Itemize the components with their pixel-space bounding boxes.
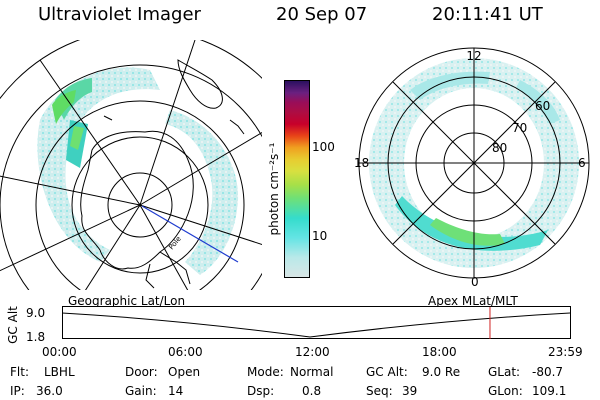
dsp-label: Dsp: [247,384,275,398]
timeline-ylabel: GC Alt [5,306,20,344]
glat-value: -80.7 [532,365,564,379]
timeline-frame [62,306,571,339]
left-map-label: Geographic Lat/Lon [68,294,186,308]
colorbar [284,80,310,278]
timeline-xtick-1: 06:00 [168,345,203,359]
glon-label: GLon: [488,384,523,398]
timeline-ytick-bottom: 1.8 [26,330,46,344]
instrument-title: Ultraviolet Imager [38,4,201,25]
ip-label: IP: [10,384,25,398]
seq-value: 39 [402,384,418,398]
ip-value: 36.0 [36,384,63,398]
timeline-xtick-3: 18:00 [422,345,457,359]
door-value: Open [168,365,201,379]
mlt-label-top: 12 [466,49,481,63]
mode-value: Normal [290,365,334,379]
mlt-label-bottom: 0 [471,275,479,289]
right-map-label: Apex MLat/MLT [428,294,518,308]
gain-value: 14 [168,384,184,398]
date-label: 20 Sep 07 [276,4,368,25]
mlt-label-left: 18 [354,156,369,170]
dsp-value: 0.8 [302,384,322,398]
altitude-timeline [62,306,571,339]
apex-polar-plot: 12 18 6 0 60 70 80 [354,47,590,289]
colorbar-unit-label: photon cm⁻²s⁻¹ [267,142,281,236]
mode-label: Mode: [247,365,284,379]
ground-track [141,205,239,263]
aurora-emission-left [37,67,239,275]
filter-label: Flt: [10,365,29,379]
filter-value: LBHL [44,365,75,379]
latitude-grid [0,40,262,290]
timeline-xtick-4: 23:59 [548,345,583,359]
time-label: 20:11:41 UT [432,4,543,25]
mlt-grid [359,48,589,278]
geographic-polar-map: Pole [0,40,262,290]
coastline [80,59,245,289]
gain-label: Gain: [125,384,157,398]
timeline-xtick-0: 00:00 [42,345,77,359]
longitude-grid [0,40,262,290]
seq-label: Seq: [366,384,393,398]
site-label: Pole [167,235,182,251]
colorbar-tick-10: 10 [312,229,328,243]
pole-marker [138,203,142,207]
mlat-label-70: 70 [512,121,527,135]
mlt-label-right: 6 [578,156,586,170]
glon-value: 109.1 [532,384,567,398]
mlat-label-80: 80 [492,141,507,155]
mlat-label-60: 60 [535,99,550,113]
colorbar-tick-100: 100 [312,140,335,154]
timeline-xtick-2: 12:00 [295,345,330,359]
gc-alt-label: GC Alt: [366,365,408,379]
door-label: Door: [125,365,158,379]
gc-alt-value: 9.0 Re [422,365,461,379]
glat-label: GLat: [488,365,521,379]
timeline-ytick-top: 9.0 [26,306,46,320]
altitude-curve [62,312,571,338]
